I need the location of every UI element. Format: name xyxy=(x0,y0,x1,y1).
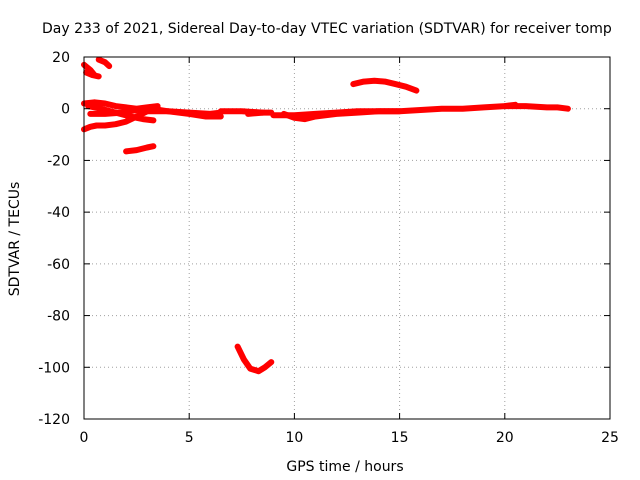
series-arc-14 xyxy=(280,108,403,123)
x-axis-label: GPS time / hours xyxy=(286,459,403,475)
series-arc-16 xyxy=(501,103,571,112)
series-arc-17 xyxy=(234,343,275,375)
y-axis-label: SDTVAR / TECUs xyxy=(7,182,23,297)
series-arc-8 xyxy=(123,143,157,155)
chart-title: Day 233 of 2021, Sidereal Day-to-day VTE… xyxy=(42,21,612,37)
y-tick-label: -60 xyxy=(47,257,70,273)
series-arc-3 xyxy=(95,56,113,70)
x-tick-label: 10 xyxy=(285,430,303,446)
axis-ticks xyxy=(83,56,611,420)
x-tick-label: 15 xyxy=(391,430,409,446)
series-arc-12 xyxy=(245,109,275,117)
y-tick-label: -80 xyxy=(47,309,70,325)
series-arc-7 xyxy=(81,99,161,112)
y-tick-label: 20 xyxy=(52,50,70,66)
series-arc-2 xyxy=(83,69,102,80)
y-tick-labels: -120 -100 -80 -60 -40 -20 0 20 xyxy=(38,50,70,428)
series-arc-15 xyxy=(350,77,420,94)
x-tick-label: 0 xyxy=(80,430,89,446)
data-series xyxy=(81,56,571,375)
x-tick-label: 5 xyxy=(185,430,194,446)
x-tick-label: 20 xyxy=(496,430,514,446)
plot-frame xyxy=(83,56,611,420)
y-tick-label: -120 xyxy=(38,412,70,428)
x-tick-label: 25 xyxy=(601,430,619,446)
x-tick-labels: 0 5 10 15 20 25 xyxy=(80,430,619,446)
series-arc-10 xyxy=(148,105,224,120)
y-tick-label: 0 xyxy=(61,102,70,118)
y-tick-label: -40 xyxy=(47,205,70,221)
y-tick-label: -20 xyxy=(47,153,70,169)
y-tick-label: -100 xyxy=(38,360,70,376)
